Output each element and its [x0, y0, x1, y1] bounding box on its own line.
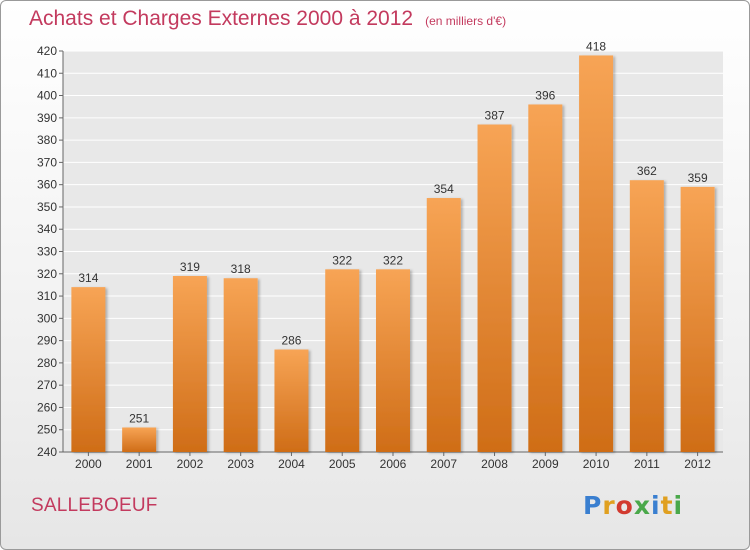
bar-2000: [71, 287, 106, 452]
y-tick-label: 380: [37, 133, 57, 147]
bar-2010: [579, 55, 614, 452]
x-tick-label-2002: 2002: [177, 457, 204, 471]
data-label-2003: 318: [231, 262, 251, 276]
y-tick-label: 240: [37, 445, 57, 459]
data-label-2007: 354: [434, 182, 454, 196]
bar-2001: [122, 427, 157, 452]
data-label-2012: 359: [688, 171, 708, 185]
bar-2008: [477, 124, 512, 453]
bar-2011: [629, 180, 664, 452]
x-tick-label-2003: 2003: [227, 457, 254, 471]
x-tick-label-2001: 2001: [126, 457, 153, 471]
data-label-2000: 314: [78, 271, 98, 285]
y-tick-label: 390: [37, 111, 57, 125]
bar-2006: [376, 269, 410, 452]
x-tick-label-2010: 2010: [583, 457, 610, 471]
data-label-2011: 362: [637, 164, 657, 178]
x-tick-label-2009: 2009: [532, 457, 559, 471]
x-tick-label-2005: 2005: [329, 457, 356, 471]
proxiti-logo: Proxiti: [583, 491, 684, 520]
y-tick-label: 360: [37, 178, 57, 192]
y-tick-label: 400: [37, 89, 57, 103]
y-tick-label: 330: [37, 245, 57, 259]
bar-2012: [680, 186, 715, 452]
bar-2005: [325, 269, 360, 452]
x-tick-label-2012: 2012: [684, 457, 711, 471]
y-tick-label: 420: [37, 44, 57, 58]
y-tick-label: 290: [37, 334, 57, 348]
data-label-2009: 396: [535, 88, 555, 102]
x-tick-label-2006: 2006: [380, 457, 407, 471]
data-label-2001: 251: [129, 411, 149, 425]
x-tick-label-2000: 2000: [75, 457, 102, 471]
data-label-2008: 387: [485, 109, 505, 123]
bar-2007: [426, 198, 461, 452]
data-label-2010: 418: [586, 39, 606, 53]
bar-2002: [172, 276, 207, 452]
chart-title-text: Achats et Charges Externes 2000 à 2012: [29, 7, 414, 30]
y-tick-label: 270: [37, 378, 57, 392]
bar-2009: [528, 104, 563, 452]
y-tick-label: 250: [37, 423, 57, 437]
data-label-2004: 286: [281, 334, 301, 348]
bar-2003: [223, 278, 258, 452]
y-tick-label: 280: [37, 356, 57, 370]
data-label-2002: 319: [180, 260, 200, 274]
data-label-2005: 322: [332, 253, 352, 267]
chart-subtitle: (en milliers d'€): [425, 14, 507, 28]
x-tick-label-2004: 2004: [278, 457, 305, 471]
x-tick-label-2008: 2008: [481, 457, 508, 471]
data-label-2006: 322: [383, 253, 403, 267]
location-name: SALLEBOEUF: [31, 495, 158, 516]
y-tick-label: 320: [37, 267, 57, 281]
y-tick-label: 410: [37, 66, 57, 80]
y-tick-label: 340: [37, 222, 57, 236]
y-tick-label: 310: [37, 289, 57, 303]
chart-title: Achats et Charges Externes 2000 à 2012 (e…: [29, 7, 506, 31]
y-tick-label: 350: [37, 200, 57, 214]
bar-2004: [274, 349, 309, 452]
y-tick-label: 260: [37, 400, 57, 414]
x-tick-label-2011: 2011: [634, 457, 660, 471]
x-tick-label-2007: 2007: [430, 457, 457, 471]
y-tick-label: 300: [37, 311, 57, 325]
y-tick-label: 370: [37, 155, 57, 169]
